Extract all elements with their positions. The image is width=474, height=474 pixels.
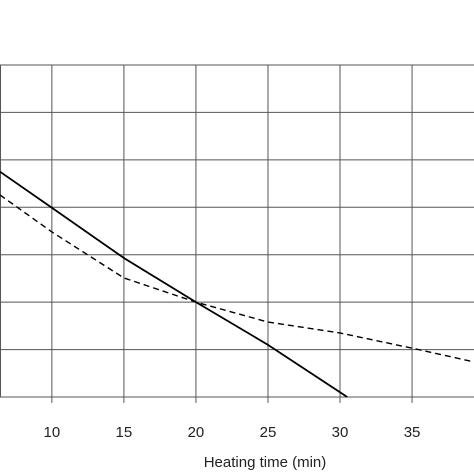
line-series xyxy=(0,194,474,363)
x-tick-label: 10 xyxy=(44,424,61,441)
x-axis-label: Heating time (min) xyxy=(204,454,327,471)
x-tick-label: 30 xyxy=(332,424,349,441)
line-series xyxy=(0,170,348,398)
x-tick-label: 15 xyxy=(116,424,133,441)
x-tick-label: 20 xyxy=(188,424,205,441)
x-tick-label: 25 xyxy=(260,424,277,441)
x-tick-label: 35 xyxy=(404,424,421,441)
